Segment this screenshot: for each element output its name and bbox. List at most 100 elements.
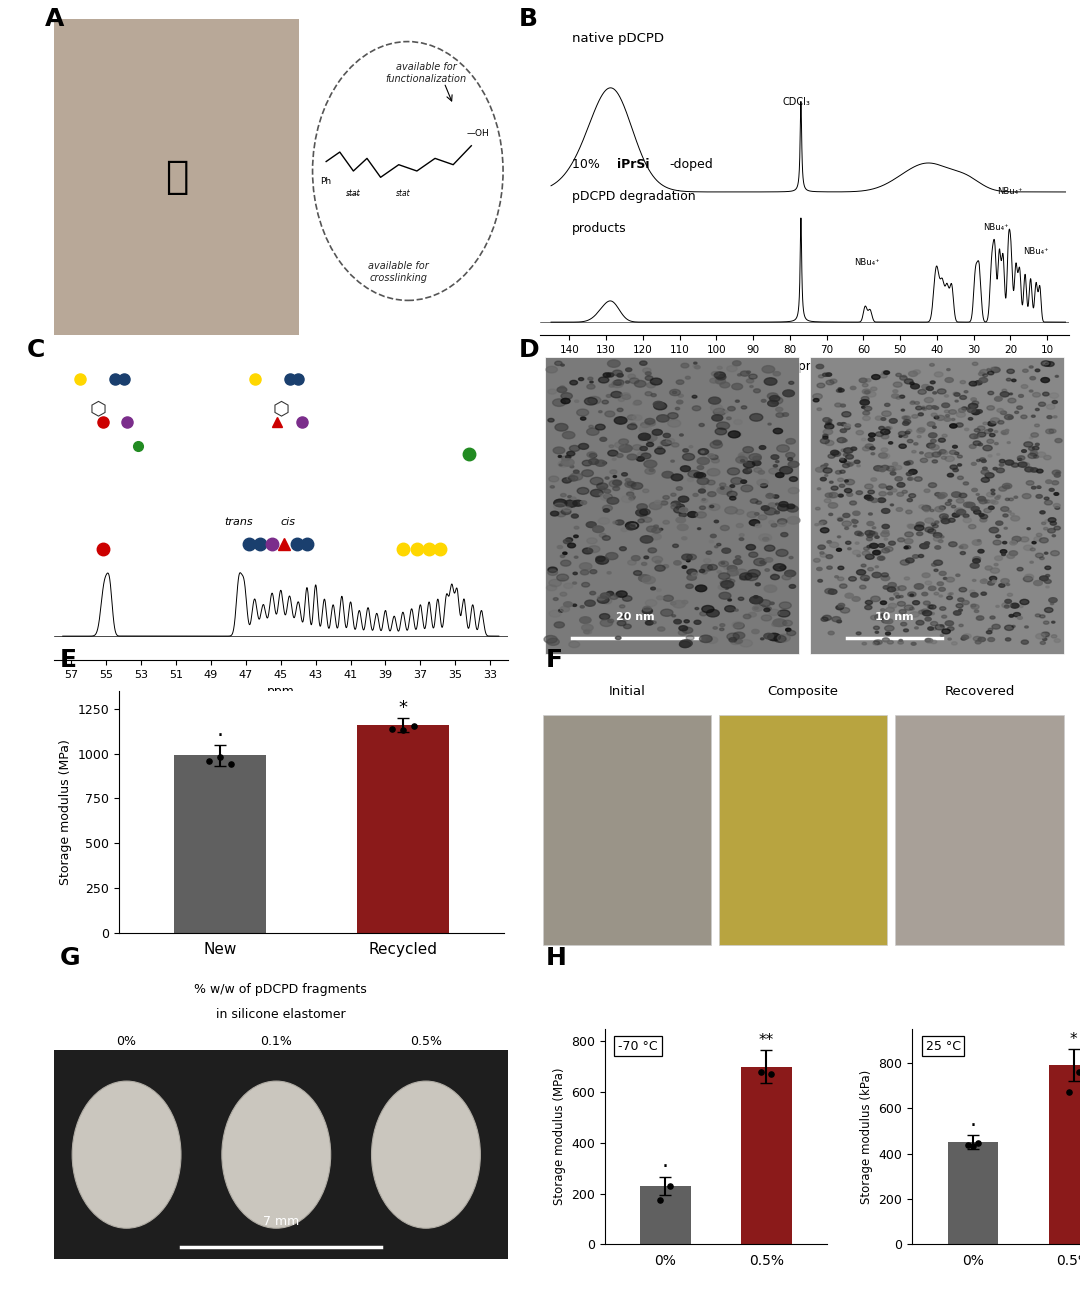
Circle shape [972, 488, 977, 491]
Circle shape [933, 560, 943, 565]
Circle shape [769, 521, 774, 523]
Circle shape [727, 569, 739, 575]
Circle shape [627, 560, 636, 565]
Circle shape [881, 548, 890, 553]
Circle shape [647, 383, 656, 388]
Circle shape [890, 472, 895, 475]
Circle shape [897, 586, 906, 591]
Text: 0.5%: 0.5% [410, 1035, 442, 1048]
Circle shape [644, 460, 657, 468]
Circle shape [940, 513, 948, 520]
Circle shape [853, 512, 860, 516]
Circle shape [707, 565, 717, 570]
Circle shape [985, 566, 993, 570]
Circle shape [931, 523, 935, 526]
Circle shape [838, 603, 845, 607]
Circle shape [788, 461, 799, 468]
Circle shape [621, 614, 629, 618]
Circle shape [581, 417, 585, 420]
Circle shape [1041, 361, 1051, 366]
Point [969, 1133, 986, 1154]
Circle shape [700, 635, 712, 643]
Circle shape [1037, 452, 1045, 457]
Circle shape [987, 581, 995, 585]
Y-axis label: Storage modulus (kPa): Storage modulus (kPa) [860, 1069, 873, 1204]
Circle shape [937, 582, 944, 586]
Circle shape [916, 522, 924, 527]
Circle shape [671, 504, 676, 507]
Circle shape [1036, 634, 1045, 639]
Circle shape [735, 556, 741, 559]
Circle shape [1049, 518, 1056, 522]
Circle shape [746, 544, 756, 549]
Circle shape [1044, 608, 1053, 613]
Circle shape [718, 487, 732, 495]
Circle shape [760, 638, 764, 640]
Circle shape [845, 461, 850, 465]
Circle shape [1029, 366, 1034, 368]
Circle shape [557, 512, 566, 517]
Circle shape [627, 423, 637, 430]
Circle shape [881, 508, 890, 513]
Circle shape [706, 609, 719, 617]
Circle shape [624, 620, 627, 621]
Circle shape [895, 477, 903, 481]
Circle shape [935, 625, 944, 630]
Circle shape [837, 548, 841, 551]
Circle shape [994, 468, 998, 470]
Circle shape [630, 378, 639, 383]
Circle shape [929, 605, 936, 609]
Circle shape [1040, 614, 1045, 618]
Circle shape [1032, 542, 1036, 544]
Circle shape [881, 613, 887, 617]
Circle shape [823, 436, 828, 439]
Circle shape [869, 447, 875, 449]
Circle shape [773, 429, 783, 434]
Circle shape [567, 475, 575, 481]
Circle shape [1040, 557, 1044, 560]
Circle shape [978, 513, 984, 517]
Circle shape [838, 577, 843, 581]
Circle shape [868, 438, 875, 442]
Circle shape [765, 378, 777, 386]
Circle shape [725, 410, 728, 413]
Circle shape [1017, 568, 1023, 572]
Circle shape [842, 464, 850, 468]
Circle shape [931, 621, 937, 626]
Circle shape [908, 525, 916, 529]
Circle shape [586, 429, 599, 435]
Circle shape [549, 475, 558, 482]
Circle shape [977, 549, 984, 553]
Circle shape [559, 386, 565, 388]
Circle shape [603, 373, 610, 377]
Circle shape [691, 573, 698, 575]
Circle shape [737, 523, 743, 527]
Circle shape [1045, 429, 1054, 434]
Circle shape [582, 548, 593, 553]
Circle shape [764, 608, 770, 612]
Circle shape [904, 420, 910, 423]
Circle shape [773, 564, 786, 572]
Circle shape [990, 568, 1000, 573]
Circle shape [561, 364, 564, 366]
Circle shape [572, 500, 583, 507]
Circle shape [983, 422, 987, 425]
Circle shape [772, 574, 775, 575]
Circle shape [580, 570, 589, 575]
Circle shape [1007, 583, 1010, 586]
Text: *: * [1070, 1031, 1078, 1047]
Circle shape [1007, 378, 1011, 381]
Circle shape [1000, 549, 1007, 553]
Circle shape [982, 592, 987, 595]
Circle shape [627, 455, 637, 460]
Circle shape [1055, 507, 1059, 509]
Circle shape [977, 426, 985, 430]
Circle shape [1002, 603, 1011, 608]
Circle shape [1036, 369, 1040, 372]
Circle shape [924, 617, 931, 621]
Circle shape [1043, 456, 1051, 460]
Circle shape [919, 505, 926, 509]
Circle shape [783, 390, 795, 396]
Circle shape [835, 403, 841, 407]
Circle shape [970, 562, 980, 568]
